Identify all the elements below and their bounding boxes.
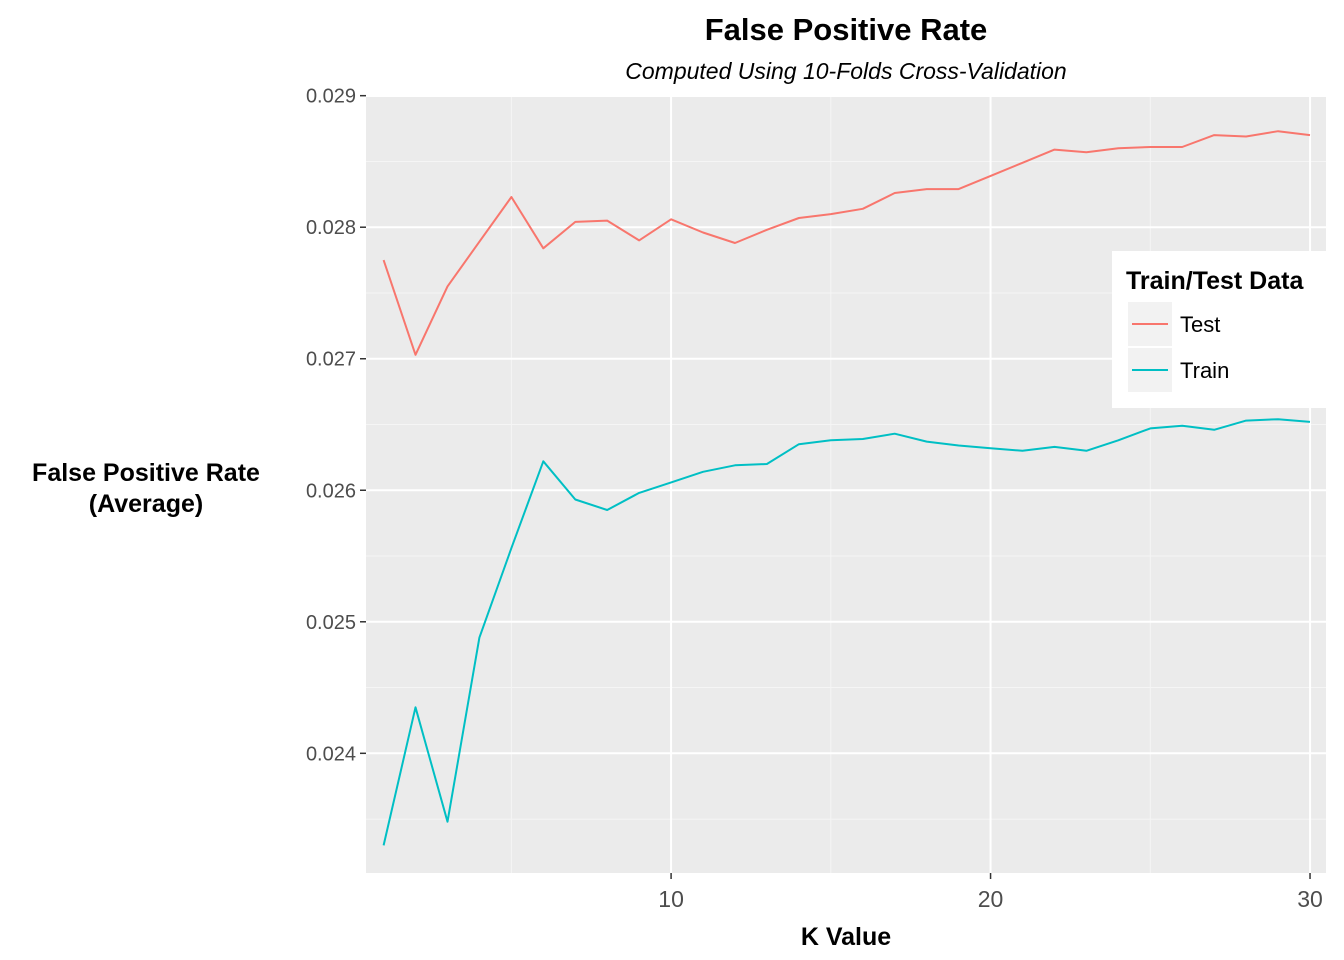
legend-title: Train/Test Data: [1126, 267, 1304, 295]
y-axis-title-line2: (Average): [89, 490, 203, 518]
series-lines: [382, 130, 1311, 846]
chart-title: False Positive Rate: [705, 12, 988, 47]
y-tick-label: 0.024: [306, 743, 356, 765]
y-axis: 0.024 0.025 0.026 0.027 0.028 0.029: [306, 86, 366, 765]
y-tick-label: 0.029: [306, 86, 356, 108]
legend-label-test: Test: [1180, 312, 1220, 337]
legend: Train/Test Data Test Train: [1112, 251, 1344, 408]
series-line-train: [382, 418, 1311, 846]
y-tick-label: 0.026: [306, 480, 356, 502]
y-tick-label: 0.025: [306, 612, 356, 634]
y-axis-title-line1: False Positive Rate: [32, 459, 260, 487]
y-tick-label: 0.028: [306, 217, 356, 239]
x-tick-label: 30: [1297, 886, 1323, 912]
y-tick-label: 0.027: [306, 349, 356, 371]
x-tick-label: 20: [978, 886, 1004, 912]
legend-label-train: Train: [1180, 358, 1229, 383]
chart-subtitle: Computed Using 10-Folds Cross-Validation: [625, 58, 1066, 84]
x-axis: 10 20 30: [658, 873, 1323, 912]
x-axis-title: K Value: [801, 923, 891, 951]
series-line-test: [382, 130, 1311, 356]
plot-panel: [366, 97, 1326, 873]
x-tick-label: 10: [658, 886, 684, 912]
